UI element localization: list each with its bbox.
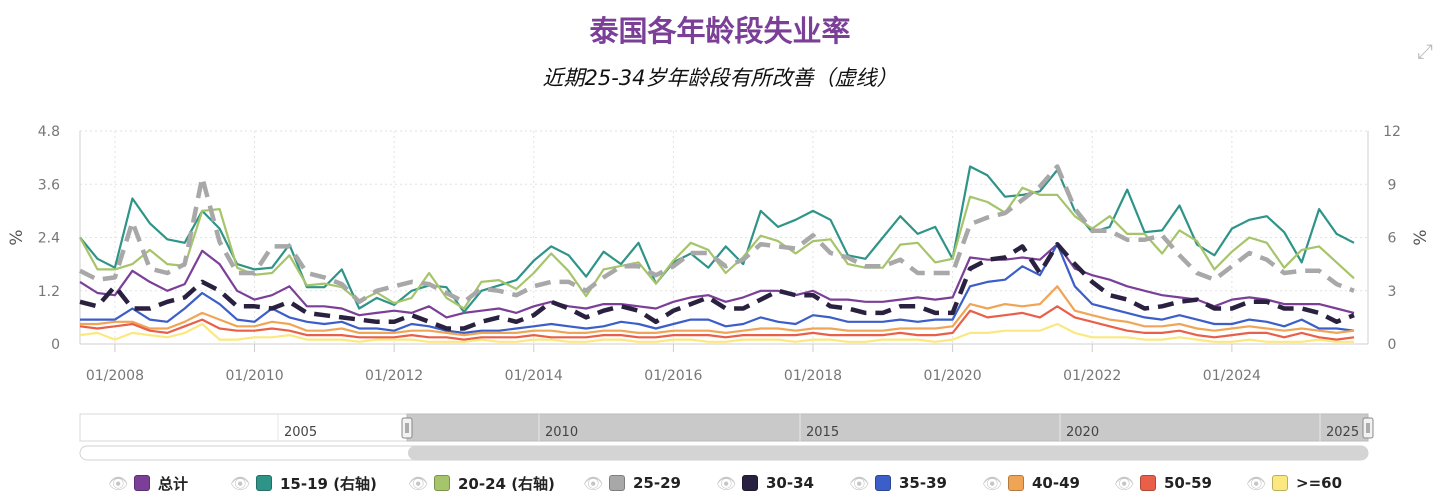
legend-swatch [256, 475, 272, 491]
x-tick-label: 01/2014 [505, 368, 563, 384]
series-layer [78, 164, 1355, 343]
legend-label: 35-39 [899, 474, 947, 492]
legend-item-a20_24[interactable]: 👁 20-24 (右轴) [408, 470, 555, 496]
navigator-year-label: 2005 [284, 425, 317, 440]
navigator-year-label: 2015 [806, 425, 839, 440]
legend-swatch [875, 475, 891, 491]
x-tick-label: 01/2018 [784, 368, 842, 384]
eye-icon[interactable]: 👁 [583, 473, 604, 493]
navigator-year-label: 2025 [1326, 425, 1359, 440]
legend-label: 30-34 [766, 474, 814, 492]
legend-item-a40_49[interactable]: 👁 40-49 [982, 470, 1080, 496]
navigator-selected-range [406, 413, 1369, 442]
series-line-total [79, 243, 1355, 319]
eye-icon[interactable]: 👁 [1114, 473, 1135, 493]
series-line-a60 [79, 322, 1354, 343]
x-tick-label: 01/2020 [924, 368, 982, 384]
navigator-year-label: 2010 [545, 425, 578, 440]
legend-item-a30_34[interactable]: 👁 30-34 [716, 470, 814, 496]
x-tick-label: 01/2010 [225, 368, 283, 384]
eye-icon[interactable]: 👁 [716, 473, 737, 493]
series-line-a30_34 [79, 241, 1355, 331]
legend-item-a15_19[interactable]: 👁 15-19 (右轴) [230, 470, 377, 496]
eye-icon[interactable]: 👁 [230, 473, 251, 493]
legend-label: 50-59 [1164, 474, 1212, 492]
eye-icon[interactable]: 👁 [408, 473, 429, 493]
eye-icon[interactable]: 👁 [982, 473, 1003, 493]
chart-title: 泰国各年龄段失业率 [589, 14, 851, 48]
legend-swatch [609, 475, 625, 491]
x-tick-label: 01/2008 [86, 368, 144, 384]
y-right-tick-label: 0 [1388, 337, 1397, 353]
series-line-a50_59 [79, 305, 1355, 341]
navigator-right-handle[interactable] [1362, 417, 1374, 439]
x-tick-label: 01/2012 [365, 368, 423, 384]
y-left-tick-label: 0 [51, 337, 60, 353]
eye-icon[interactable]: 👁 [849, 473, 870, 493]
legend-swatch [1140, 475, 1156, 491]
y-left-tick-label: 3.6 [38, 177, 60, 193]
legend-swatch [742, 475, 758, 491]
x-tick-label: 01/2022 [1063, 368, 1121, 384]
y-right-tick-label: 12 [1383, 124, 1401, 140]
y-right-tick-label: 6 [1388, 231, 1397, 247]
legend-label: 20-24 (右轴) [458, 474, 555, 493]
legend-item-total[interactable]: 👁 总计 [108, 470, 188, 496]
legend-swatch [1008, 475, 1024, 491]
y-left-tick-label: 2.4 [38, 231, 60, 247]
scrollbar-thumb[interactable] [408, 446, 1368, 460]
expand-arrows-icon[interactable]: ⤢ [1417, 39, 1433, 63]
eye-icon[interactable]: 👁 [1246, 473, 1267, 493]
legend-swatch [434, 475, 450, 491]
x-tick-label: 01/2024 [1203, 368, 1261, 384]
legend-swatch [1272, 475, 1288, 491]
legend-label: 40-49 [1032, 474, 1080, 492]
series-line-a25_29 [78, 164, 1355, 305]
legend-label: >=60 [1296, 474, 1343, 492]
y-left-axis-title: % [7, 229, 27, 245]
chart-subtitle: 近期25-34岁年龄段有所改善（虚线） [542, 66, 898, 90]
series-line-a40_49 [80, 285, 1355, 337]
navigator-year-label: 2020 [1066, 425, 1099, 440]
x-tick-label: 01/2016 [644, 368, 702, 384]
y-right-tick-label: 3 [1388, 284, 1397, 300]
legend-swatch [134, 475, 150, 491]
legend-item-a35_39[interactable]: 👁 35-39 [849, 470, 947, 496]
chart-area: 0 1.2 2.4 3.6 4.8 0 3 6 9 12 01/2008 01/2010 01/2012… [7, 124, 1431, 461]
legend-label: 25-29 [633, 474, 681, 492]
eye-icon[interactable]: 👁 [108, 473, 129, 493]
legend-item-a50_59[interactable]: 👁 50-59 [1114, 470, 1212, 496]
y-left-tick-label: 4.8 [38, 124, 60, 140]
legend-label: 总计 [158, 474, 189, 493]
y-left-tick-label: 1.2 [38, 284, 60, 300]
grid-layer [80, 130, 1368, 345]
legend: 👁 总计 👁 15-19 (右轴) 👁 20-24 (右轴) 👁 25-29 👁 30-34 👁 35… [0, 470, 1440, 496]
legend-item-a60[interactable]: 👁 >=60 [1246, 470, 1342, 496]
axis-layer: 0 1.2 2.4 3.6 4.8 0 3 6 9 12 01/2008 01/2010 01/2012… [7, 124, 1431, 384]
navigator[interactable]: 2005 2010 2015 2020 2025 [79, 413, 1374, 461]
y-right-tick-label: 9 [1388, 177, 1397, 193]
series-line-a35_39 [80, 243, 1355, 334]
navigator-left-handle[interactable] [401, 417, 413, 439]
y-right-axis-title: % [1411, 229, 1431, 245]
legend-item-a25_29[interactable]: 👁 25-29 [583, 470, 681, 496]
legend-label: 15-19 (右轴) [280, 474, 377, 493]
